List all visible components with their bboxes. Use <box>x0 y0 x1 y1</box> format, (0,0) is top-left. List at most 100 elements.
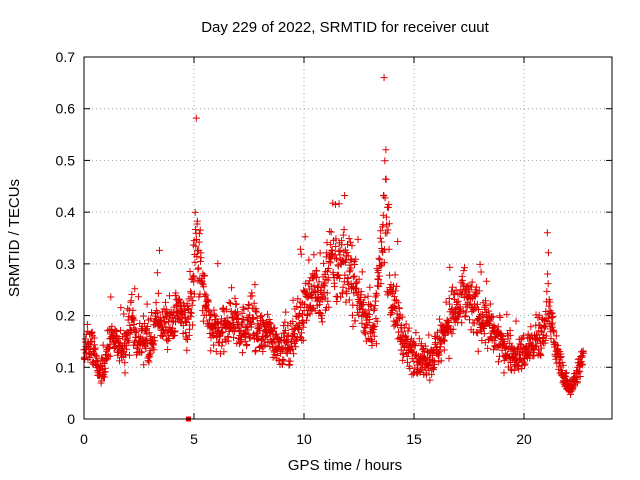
data-point <box>350 272 358 280</box>
data-point <box>189 297 197 305</box>
data-point <box>197 254 205 262</box>
data-point <box>439 336 447 344</box>
data-point <box>147 333 155 341</box>
data-point <box>352 255 360 263</box>
data-point <box>412 329 420 337</box>
data-point <box>524 330 532 338</box>
data-point <box>220 348 228 356</box>
data-point <box>373 317 381 325</box>
data-point <box>270 325 278 333</box>
data-point <box>470 319 478 327</box>
data-point <box>446 300 454 308</box>
data-point <box>545 302 553 310</box>
data-point <box>404 327 412 335</box>
data-point <box>189 321 197 329</box>
data-point <box>199 317 207 325</box>
x-tick-label: 10 <box>296 431 312 447</box>
chart-title: Day 229 of 2022, SRMTID for receiver cuu… <box>201 19 489 36</box>
data-point <box>318 318 326 326</box>
data-point <box>318 311 326 319</box>
ticks-layer: 0 0.1 0.2 0.3 0.4 0.5 0.6 0.7 0 5 10 15 20 <box>56 49 612 447</box>
y-axis-title: SRMTID / TECUs <box>6 179 23 297</box>
data-point <box>349 311 357 319</box>
data-point <box>556 363 564 371</box>
data-point <box>131 326 139 334</box>
data-point <box>289 296 297 304</box>
data-point <box>231 294 239 302</box>
data-point <box>549 326 557 334</box>
data-point <box>317 310 325 318</box>
data-point <box>473 300 481 308</box>
data-point <box>128 290 136 298</box>
data-point <box>187 312 195 320</box>
data-point <box>124 305 132 313</box>
data-point <box>117 326 125 334</box>
data-point <box>188 309 196 317</box>
data-point <box>192 226 200 234</box>
data-point <box>123 345 131 353</box>
data-point <box>151 337 159 345</box>
data-point <box>458 276 466 284</box>
data-point <box>281 318 289 326</box>
data-point <box>381 157 389 165</box>
data-point <box>308 305 316 313</box>
data-point <box>576 372 584 380</box>
data-point <box>518 365 526 373</box>
data-point <box>192 114 200 122</box>
data-point <box>340 226 348 234</box>
data-point <box>335 247 343 255</box>
data-point <box>327 241 335 249</box>
data-point <box>346 268 354 276</box>
data-point <box>332 242 340 250</box>
data-point <box>88 328 96 336</box>
data-point <box>346 238 354 246</box>
data-point <box>543 287 551 295</box>
data-point <box>481 305 489 313</box>
data-point <box>190 273 198 281</box>
data-point <box>186 308 194 316</box>
y-tick-label: 0.3 <box>56 256 76 272</box>
data-point <box>131 285 139 293</box>
data-point <box>121 359 129 367</box>
data-point <box>477 326 485 334</box>
data-point <box>549 313 557 321</box>
data-point <box>473 283 481 291</box>
data-point <box>250 299 258 307</box>
data-point <box>325 264 333 272</box>
data-point <box>376 256 384 264</box>
data-point <box>384 226 392 234</box>
data-point <box>295 309 303 317</box>
data-point <box>299 336 307 344</box>
data-point <box>138 348 146 356</box>
data-point <box>343 290 351 298</box>
data-point <box>295 325 303 333</box>
data-point <box>183 346 191 354</box>
data-point <box>399 350 407 358</box>
data-point <box>458 319 466 327</box>
data-point <box>540 324 548 332</box>
data-point <box>428 370 436 378</box>
data-point <box>442 298 450 306</box>
data-point <box>559 361 567 369</box>
data-point <box>146 353 154 361</box>
data-point <box>483 277 491 285</box>
data-point <box>335 200 343 208</box>
data-point <box>494 323 502 331</box>
data-point <box>210 306 218 314</box>
data-point <box>152 299 160 307</box>
data-point <box>142 344 150 352</box>
data-point <box>179 321 187 329</box>
data-point <box>379 211 387 219</box>
data-point <box>383 229 391 237</box>
data-point <box>279 356 287 364</box>
data-point <box>99 341 107 349</box>
data-point <box>93 357 101 365</box>
data-point <box>137 349 145 357</box>
data-point <box>462 286 470 294</box>
data-point <box>145 329 153 337</box>
data-point <box>436 347 444 355</box>
data-point <box>472 328 480 336</box>
data-point <box>197 257 204 265</box>
data-point <box>474 305 482 313</box>
data-point <box>532 342 540 350</box>
